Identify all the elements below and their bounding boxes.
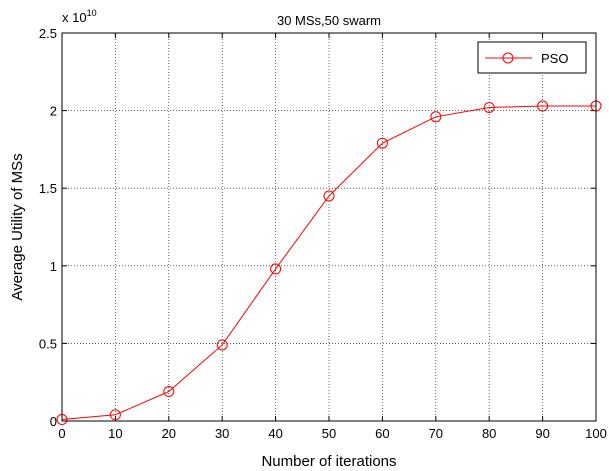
legend-label-pso: PSO: [541, 51, 568, 66]
y-tick-label: 0.5: [39, 336, 57, 351]
x-tick-label: 100: [585, 426, 607, 441]
x-tick-label: 50: [322, 426, 336, 441]
data-point: [323, 190, 335, 202]
x-tick-label: 40: [268, 426, 282, 441]
y-tick-label: 1.5: [39, 181, 57, 196]
x-axis-label: Number of iterations: [261, 453, 396, 470]
data-point: [163, 386, 175, 398]
x-tick-label: 90: [535, 426, 549, 441]
y-axis-label: Average Utility of MSs: [9, 153, 26, 300]
y-exponent-label: x 1010: [62, 8, 97, 25]
y-exponent-power: 10: [87, 8, 97, 18]
x-tick-label: 0: [58, 426, 65, 441]
x-tick-label: 80: [482, 426, 496, 441]
x-tick-label: 30: [215, 426, 229, 441]
data-point: [537, 100, 549, 112]
data-point: [216, 339, 228, 351]
series-line-pso: [61, 105, 596, 420]
y-tick-label: 0: [50, 414, 57, 429]
chart-title: 30 MSs,50 swarm: [277, 13, 381, 28]
ticks: 0 10 20 30 40 50 60 70 80 90 100 0 0.5 1 1.5 2 2.5: [39, 26, 607, 441]
legend: PSO: [477, 41, 587, 74]
series-layer: [56, 100, 602, 425]
y-tick-label: 1: [50, 259, 57, 274]
data-point: [109, 409, 121, 421]
data-point: [430, 111, 442, 123]
y-tick-label: 2.5: [39, 26, 57, 41]
grid: [62, 33, 596, 421]
data-point: [376, 137, 388, 149]
x-tick-label: 70: [429, 426, 443, 441]
plot-frame: [61, 32, 597, 422]
x-tick-label: 10: [108, 426, 122, 441]
x-tick-label: 60: [375, 426, 389, 441]
x-tick-label: 20: [162, 426, 176, 441]
y-tick-label: 2: [50, 104, 57, 119]
legend-marker-pso: [502, 52, 514, 64]
data-point: [270, 263, 282, 275]
data-point: [483, 101, 495, 113]
plot-area: [62, 33, 596, 421]
